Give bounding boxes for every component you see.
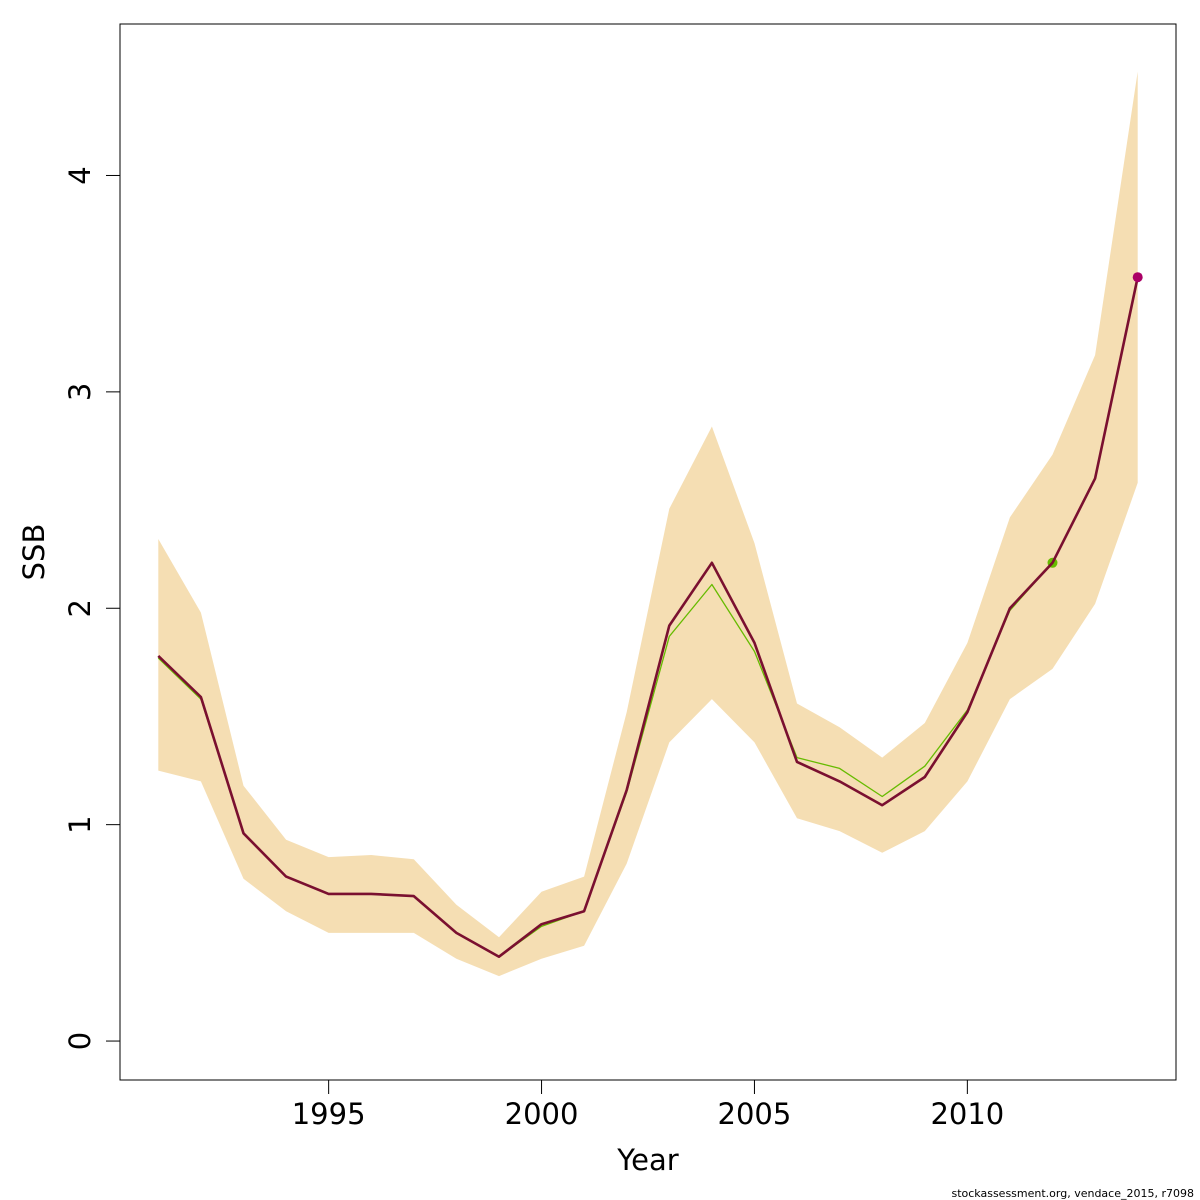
- y-tick-label: 3: [63, 383, 97, 401]
- y-tick-label: 2: [63, 599, 97, 617]
- x-tick-label: 1995: [292, 1097, 366, 1131]
- x-tick-label: 2005: [718, 1097, 792, 1131]
- series-endpoint-2: [1132, 272, 1143, 283]
- series-line-2: [157, 276, 1139, 959]
- y-tick-label: 1: [63, 815, 97, 833]
- y-axis: 0 1 2 3 4: [63, 166, 121, 1050]
- x-tick-label: 2000: [505, 1097, 579, 1131]
- y-tick-label: 4: [63, 166, 97, 184]
- footnote: stockassessment.org, vendace_2015, r7098: [951, 1187, 1194, 1200]
- plot-area: [157, 71, 1143, 977]
- x-axis: 1995 2000 2005 2010: [292, 1079, 1004, 1131]
- x-axis-title: Year: [616, 1143, 678, 1177]
- y-axis-title: SSB: [17, 524, 51, 581]
- x-tick-label: 2010: [930, 1097, 1004, 1131]
- confidence-band: [158, 71, 1138, 977]
- y-tick-label: 0: [63, 1032, 97, 1050]
